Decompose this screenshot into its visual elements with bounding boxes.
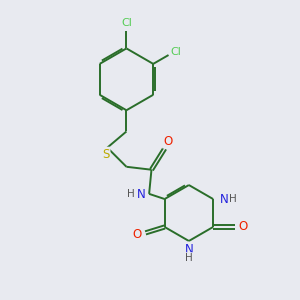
Text: Cl: Cl (171, 46, 182, 56)
Text: S: S (102, 148, 110, 160)
Text: H: H (127, 190, 135, 200)
Text: Cl: Cl (121, 17, 132, 28)
Text: O: O (163, 135, 172, 148)
Text: N: N (220, 193, 228, 206)
Text: O: O (133, 228, 142, 241)
Text: O: O (239, 220, 248, 233)
Text: N: N (184, 243, 193, 256)
Text: H: H (185, 253, 193, 263)
Text: H: H (229, 194, 237, 204)
Text: N: N (136, 188, 145, 201)
